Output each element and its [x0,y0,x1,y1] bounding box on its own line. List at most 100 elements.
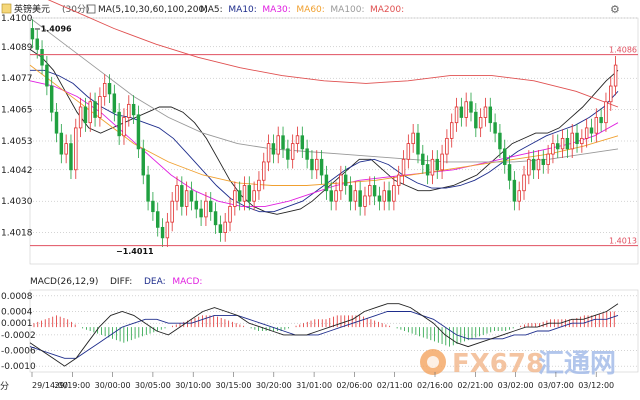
candle-body [131,103,136,116]
candle-body [281,135,285,150]
candle-body [570,132,574,150]
time-tick-label: 30/10:00 [175,381,211,390]
candle-body [382,190,386,202]
candle-body [478,117,483,129]
instrument-icon [1,3,12,14]
ma-settings-label[interactable]: MA(5,10,30,60,100,200) [98,5,208,15]
price-tick-label: 1.4065 [1,106,33,116]
ma-legend-item: MA10: [228,5,256,15]
candle-body [449,122,454,139]
macd-lines [29,303,619,367]
dea-line [29,311,619,359]
candle-body [276,135,280,155]
candle-body [300,135,305,150]
candle-body [271,143,276,155]
candle-body [469,101,473,113]
candle-body [411,132,415,145]
candle-body [93,101,97,118]
time-tick-label: 30/20:00 [256,381,292,390]
time-tick-label: 02/21:00 [457,381,493,390]
candle-body [584,127,589,139]
candle-body [233,190,237,207]
macd-pane: 0.0008 0.0004 0.0001 -0.0002 -0.0006 -0.0010 [1,289,639,373]
candle-body [488,106,493,124]
candle-body [151,200,155,213]
time-tick-label: 31/01:00 [296,381,332,390]
low-annotation: −1.4011 [116,247,154,256]
candle-body [189,190,194,202]
macd-legend-item: DEA: [144,277,166,287]
candle-body [122,117,126,137]
candle-body [421,153,425,165]
candle-body [141,148,145,176]
candle-body [290,143,295,160]
price-pane: 1.41001.40891.40771.40651.40531.40421.40… [1,0,639,265]
candle-body [512,179,517,202]
candle-body [107,83,112,95]
support-label: 1.4013 [609,237,637,246]
candle-body [536,158,541,171]
time-tick-label: 30/15:00 [216,381,252,390]
ma-legend-item: MA5: [200,5,223,15]
macd-tick-label: -0.0002 [1,331,36,341]
candle-body [604,101,608,124]
ma-line-ma30 [29,80,619,207]
candle-body [498,132,502,150]
ma-toggle-checkbox[interactable] [86,4,96,14]
candle-body [262,161,266,181]
candle-body [522,174,526,192]
candle-body [286,148,290,160]
ma-line-ma5 [29,49,619,215]
candle-body [204,200,208,218]
macd-label: MACD(26,12,9) [30,277,98,287]
candle-body [112,93,117,113]
candle-body [35,38,39,50]
candle-body [30,28,35,40]
time-tick-label: 02/16:00 [417,381,453,390]
macd-gridlines [30,295,638,367]
macd-tick-label: 0.0008 [1,292,33,302]
candle-body [580,137,584,145]
candle-body [305,148,309,160]
settings-gear-icon[interactable]: ⚙ [610,3,620,16]
candle-body [64,143,68,155]
candle-body [599,117,603,124]
macd-axis: 0.0008 0.0004 0.0001 -0.0002 -0.0006 -0.0010 [1,292,36,372]
candle-body [464,101,468,118]
candle-body [440,153,444,171]
ma-legend: MA5: MA10: MA30: MA60: MA100: MA200: [200,5,404,15]
macd-legend-item: DIFF: [110,277,132,287]
candle-body [589,127,594,134]
time-tick-label: 30/05:00 [135,381,171,390]
candle-body [527,158,531,176]
macd-legend: DIFF: DEA: MACD: [110,277,202,287]
candle-body [102,83,107,97]
time-tick-label: 02/11:00 [377,381,413,390]
candle-body [565,137,570,150]
macd-legend-item: MACD: [172,277,202,287]
candle-body [319,158,324,176]
macd-header: MACD(26,12,9) DIFF: DEA: MACD: [30,277,202,287]
watermark: FX678 汇通网 [420,349,616,379]
candle-body [175,185,179,202]
candle-body [556,143,560,150]
candle-body [339,174,343,192]
time-tick-label: 02/06:00 [336,381,372,390]
candle-body [252,190,256,202]
time-tick-label: 03/02:00 [498,381,534,390]
candle-body [170,200,174,223]
candle-body [127,103,131,118]
candle-body [180,185,184,207]
candle-body [295,135,300,145]
time-tick-label: 03/12:00 [578,381,614,390]
candle-body [228,206,232,223]
timeframe-label: (30分) [62,4,89,15]
candle-body [377,195,382,202]
candle-body [348,185,353,202]
candle-body [334,190,338,202]
candle-body [310,158,314,171]
candle-body [343,174,348,186]
price-tick-label: 1.4042 [1,166,33,176]
ma-legend-item: MA30: [262,5,290,15]
candle-body [266,143,271,163]
